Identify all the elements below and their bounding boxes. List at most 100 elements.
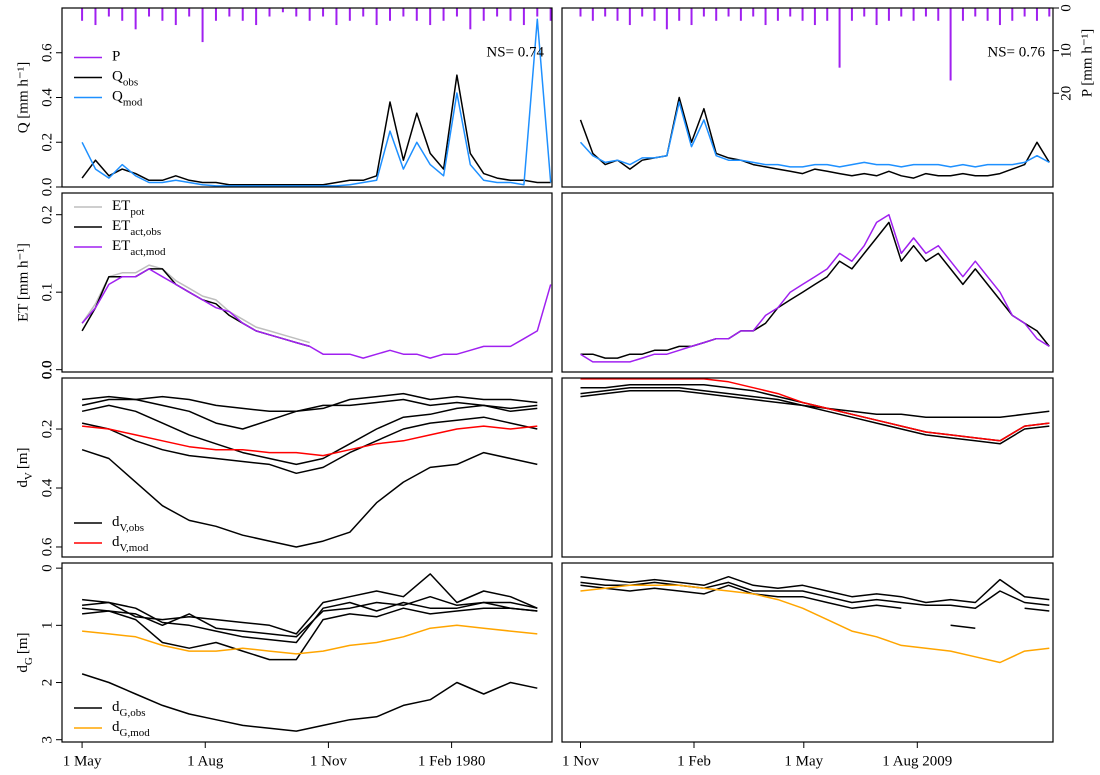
legend-label: ETpot [112,198,144,217]
series-line [580,584,1050,629]
subscript: act,obs [130,226,161,238]
y-tick-label: 0.6 [39,537,55,556]
x-tick-label: 1 Feb 1980 [418,753,486,769]
panel-frame [61,377,553,558]
y-tick-label: 0.0 [39,178,55,197]
legend-label: ETact,obs [112,218,161,237]
subscript: G [23,657,35,665]
subscript: act,mod [130,246,166,258]
x-tick-label: 1 Nov [310,753,348,769]
label-part: ET [112,218,130,234]
label-part: d [112,514,120,530]
subscript: G,obs [120,707,146,719]
series-line [580,575,1050,604]
series-line [580,384,1050,442]
panel-frame [61,562,553,743]
series-line [81,264,310,344]
plot-area [579,8,1051,179]
annotation: NS= 0.74 [486,44,544,60]
label-part: [m] [15,447,31,469]
y2-tick-label: 0 [1058,4,1074,12]
label-part: d [112,719,120,735]
x-tick-label: 1 Feb [677,753,711,769]
plot-area [81,392,538,548]
panel-frame [561,562,1054,743]
series-line [82,607,538,661]
subscript: V [23,472,35,480]
series-line [82,624,538,655]
panel-frame [561,377,1054,558]
label-part: d [112,699,120,715]
legend-label: P [112,49,120,65]
legend-label: dV,obs [112,514,144,533]
y-tick-label: 0 [39,564,55,572]
y-tick-label: 0.0 [39,360,55,379]
series-line [580,389,1050,418]
x-tick-label: 1 Aug 2009 [882,753,952,769]
series-line [81,673,538,732]
y-tick-label: 0.2 [39,205,55,224]
y2-tick-label: 10 [1058,43,1074,58]
series-line [82,598,538,644]
legend-label: Qmod [112,89,143,108]
y-tick-label: 0.4 [39,88,55,107]
x-tick-label: 1 Aug [187,753,224,769]
series-line [580,213,1050,363]
y-tick-label: 0.2 [39,133,55,152]
legend-label: ETact,mod [112,238,166,257]
x-tick-label: 1 May [63,753,102,769]
y-tick-label: 1 [39,622,55,630]
legend-label: dG,mod [112,719,150,738]
y-tick-label: 0.1 [39,283,55,302]
plot-area [81,8,552,187]
series-line [580,581,1050,609]
label-part: Q [112,69,123,85]
series-line [580,386,1050,445]
plot-area [580,213,1050,363]
subscript: pot [130,206,144,218]
label-part: d [112,534,120,550]
series-line [580,584,1050,664]
plot-area [81,264,552,359]
y2-axis-label: P [mm h⁻¹] [1079,29,1095,98]
y-tick-label: 0.2 [39,420,55,439]
series-line [579,101,1050,168]
y-axis-label: dV [m] [15,447,34,487]
subscript: V,obs [120,522,145,534]
panel-frame [561,192,1054,373]
label-part: ET [112,238,130,254]
series-line [81,398,538,430]
y-tick-label: 2 [39,679,55,687]
subscript: V,mod [120,542,149,554]
label-part: ET [112,198,130,214]
y-axis-label: Q [mm h⁻¹] [15,62,31,134]
series-line [81,74,551,186]
legend-label: Qobs [112,69,138,88]
series-line [81,416,538,475]
panel-frame [561,7,1054,188]
annotation: NS= 0.76 [987,44,1045,60]
y-tick-label: 0.0 [39,361,55,380]
label-part: d [15,480,31,488]
legend-label: dG,obs [112,699,145,718]
y-tick-label: 0.4 [39,478,55,497]
series-line [82,425,538,457]
series-line [81,448,538,548]
series-line [81,18,552,187]
plot-area [81,573,538,732]
y-tick-label: 3 [39,736,55,744]
series-line [81,268,552,359]
legend-label: dV,mod [112,534,149,553]
subscript: obs [123,76,138,88]
series-line [580,378,1050,442]
y-tick-label: 0.6 [39,43,55,62]
subscript: mod [123,96,143,108]
label-part: P [112,49,120,65]
label-part: [m] [15,632,31,654]
series-line [81,404,538,466]
plot-area [580,378,1050,445]
y-axis-label: dG [m] [15,632,34,672]
panel-frame [61,192,553,373]
